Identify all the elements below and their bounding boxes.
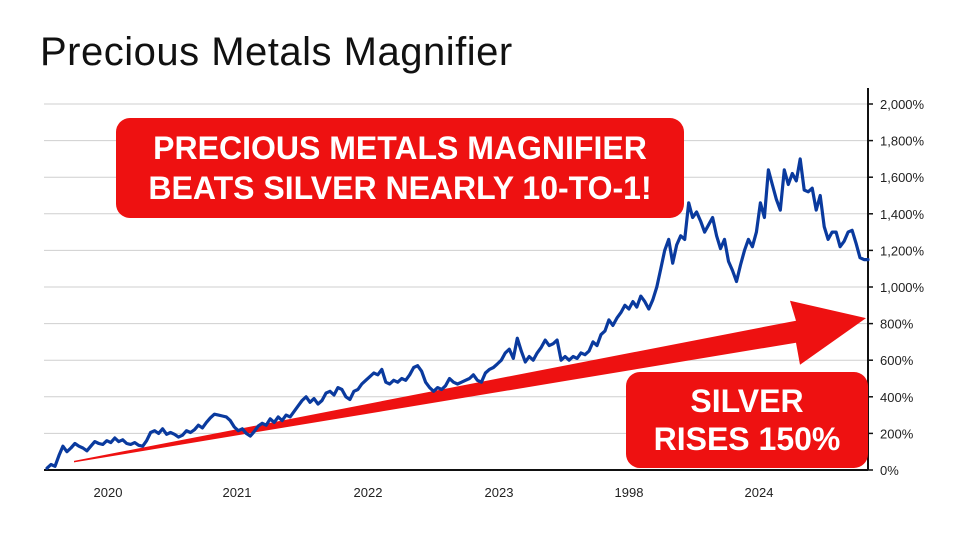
y-tick-label: 400% — [880, 390, 914, 405]
callout-bottom-line-2: RISES 150% — [653, 421, 841, 457]
x-tick-label: 2023 — [485, 485, 514, 500]
y-tick-label: 600% — [880, 353, 914, 368]
callout-top-line-2: BEATS SILVER NEARLY 10-TO-1! — [148, 170, 652, 206]
y-tick-label: 1,200% — [880, 243, 925, 258]
x-tick-label: 2024 — [745, 485, 774, 500]
y-tick-label: 1,000% — [880, 280, 925, 295]
y-tick-label: 800% — [880, 317, 914, 332]
x-tick-label: 2021 — [223, 485, 252, 500]
y-tick-label: 1,600% — [880, 170, 925, 185]
y-tick-label: 2,000% — [880, 97, 925, 112]
trend-arrow-layer — [74, 300, 866, 463]
y-tick-labels: 0% 200% 400% 600% 800% 1,000% 1,200% 1,400% 1,60… — [868, 97, 925, 478]
trend-arrow — [74, 300, 866, 463]
x-tick-labels: 2020 2021 2022 2023 1998 2024 — [94, 485, 774, 500]
callout-bottom-line-1: SILVER — [690, 383, 804, 419]
y-tick-label: 0% — [880, 463, 899, 478]
x-tick-label: 2022 — [354, 485, 383, 500]
callout-top-line-1: PRECIOUS METALS MAGNIFIER — [153, 130, 647, 166]
series-line — [45, 157, 870, 470]
chart-title: Precious Metals Magnifier — [40, 30, 513, 74]
series-layer — [45, 157, 870, 470]
callout-bottom: SILVER RISES 150% — [626, 372, 868, 468]
x-tick-label: 2020 — [94, 485, 123, 500]
y-tick-label: 1,400% — [880, 207, 925, 222]
y-tick-label: 200% — [880, 426, 914, 441]
callout-top: PRECIOUS METALS MAGNIFIER BEATS SILVER N… — [116, 118, 684, 218]
y-tick-label: 1,800% — [880, 134, 925, 149]
axis-layer — [44, 88, 869, 471]
x-tick-label: 1998 — [615, 485, 644, 500]
